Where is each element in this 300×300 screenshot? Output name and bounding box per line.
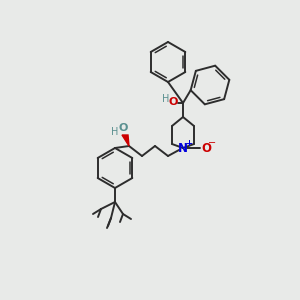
Text: +: +	[185, 139, 193, 148]
Text: O: O	[201, 142, 211, 154]
Text: O: O	[168, 97, 178, 107]
Text: −: −	[208, 138, 216, 148]
Text: N: N	[178, 142, 188, 154]
Text: H: H	[111, 127, 119, 137]
Text: H: H	[162, 94, 170, 104]
Text: O: O	[118, 123, 128, 133]
Polygon shape	[122, 135, 129, 146]
